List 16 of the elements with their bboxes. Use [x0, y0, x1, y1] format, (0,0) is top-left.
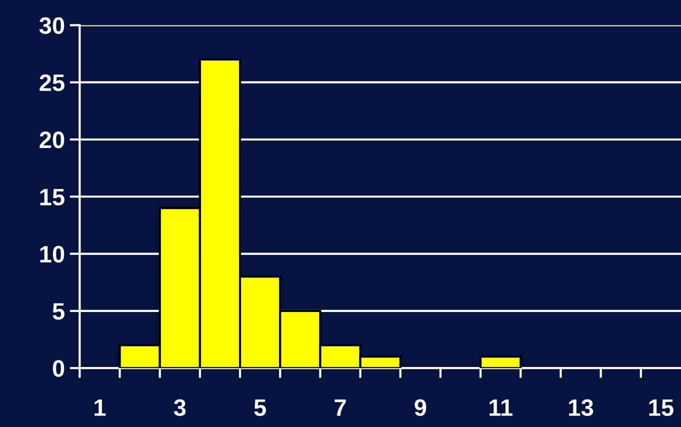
y-tick-label: 0: [52, 360, 64, 377]
x-tick-label: 7: [334, 399, 346, 416]
y-tick-label: 20: [40, 132, 64, 148]
x-tick-label: 11: [490, 399, 512, 416]
x-tick-label: 1: [94, 399, 106, 416]
y-tick-label: 25: [40, 74, 64, 92]
x-tick-label: 3: [174, 399, 186, 416]
x-tick-label: 5: [254, 399, 266, 416]
x-tick-label: 9: [414, 399, 426, 416]
y-tick-label: 10: [40, 246, 64, 263]
y-tick-label: 15: [40, 188, 64, 206]
x-tick-label: 13: [569, 399, 594, 416]
y-tick-label: 5: [52, 303, 64, 320]
y-tick-label: 30: [39, 17, 64, 34]
x-tick-label: 15: [649, 399, 674, 416]
bar: [480, 356, 522, 368]
